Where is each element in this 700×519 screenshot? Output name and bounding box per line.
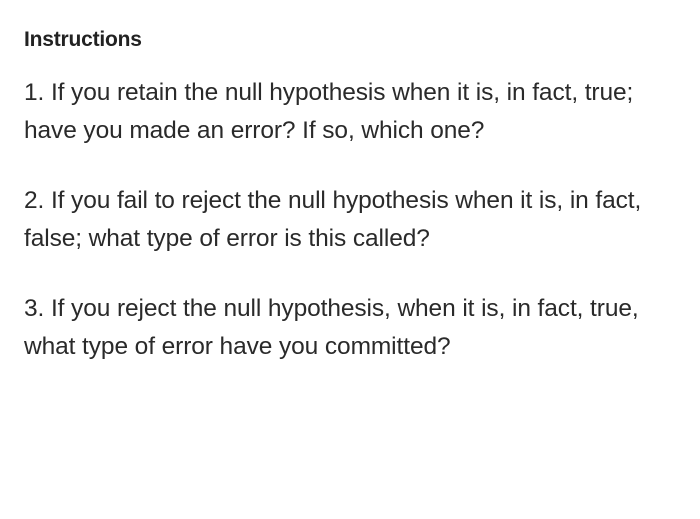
instructions-heading: Instructions <box>24 28 676 52</box>
question-2: 2. If you fail to reject the null hypoth… <box>24 182 676 258</box>
question-3: 3. If you reject the null hypothesis, wh… <box>24 290 676 366</box>
question-1: 1. If you retain the null hypothesis whe… <box>24 74 676 150</box>
document-page: Instructions 1. If you retain the null h… <box>0 0 700 519</box>
